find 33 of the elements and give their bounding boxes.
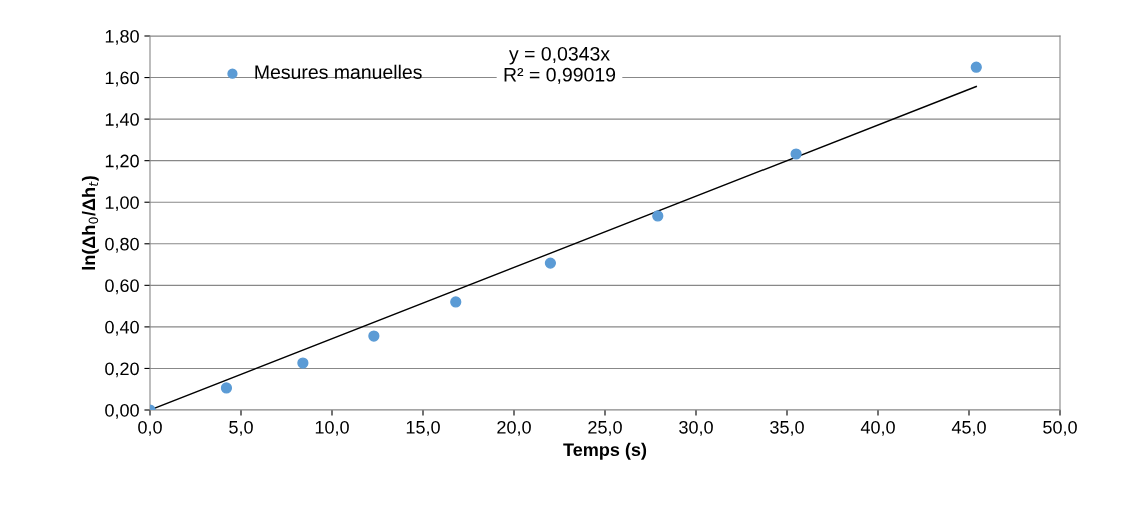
x-tick-label: 50,0 (1043, 420, 1077, 436)
y-tick-label: 0,80 (105, 237, 139, 253)
y-tick-label: 1,20 (105, 154, 139, 170)
x-tick-label: 0,0 (138, 420, 162, 436)
annotation: y = 0,0343x R² = 0,99019 (504, 46, 616, 84)
x-tick-label: 15,0 (406, 420, 440, 436)
x-tick-label: 10,0 (315, 420, 349, 436)
legend-label: Mesures manuelles (255, 64, 422, 79)
x-axis-title: Temps (s) (563, 442, 647, 460)
point (790, 148, 802, 160)
x-tick-label: 45,0 (951, 420, 986, 436)
x-tick-label: 35,0 (770, 420, 804, 436)
y-tick-label: 1,60 (105, 71, 139, 87)
point (297, 357, 309, 369)
x-tick-label: 25,0 (588, 420, 622, 436)
y-tick-label: 0,60 (105, 279, 139, 295)
point (544, 257, 557, 269)
x-tick-label: 5,0 (229, 420, 253, 436)
y-tick-label: 0,40 (105, 320, 139, 336)
x-tick-label: 30,0 (679, 420, 713, 436)
point (450, 296, 462, 308)
point (220, 382, 233, 394)
point (368, 330, 380, 342)
point (652, 210, 664, 222)
y-tick-label: 1,00 (105, 196, 139, 212)
x-tick-label: 20,0 (497, 420, 531, 436)
y-tick-label: 0,00 (105, 403, 139, 419)
x-tick-label: 40,0 (860, 420, 895, 436)
point (970, 61, 982, 73)
y-tick-label: 1,40 (105, 113, 139, 128)
y-axis-title: ln(Δh$_{0}$/Δh$_{t}$) (81, 176, 99, 270)
y-tick-label: 1,80 (105, 29, 139, 45)
y-tick-label: 0,20 (105, 362, 139, 378)
